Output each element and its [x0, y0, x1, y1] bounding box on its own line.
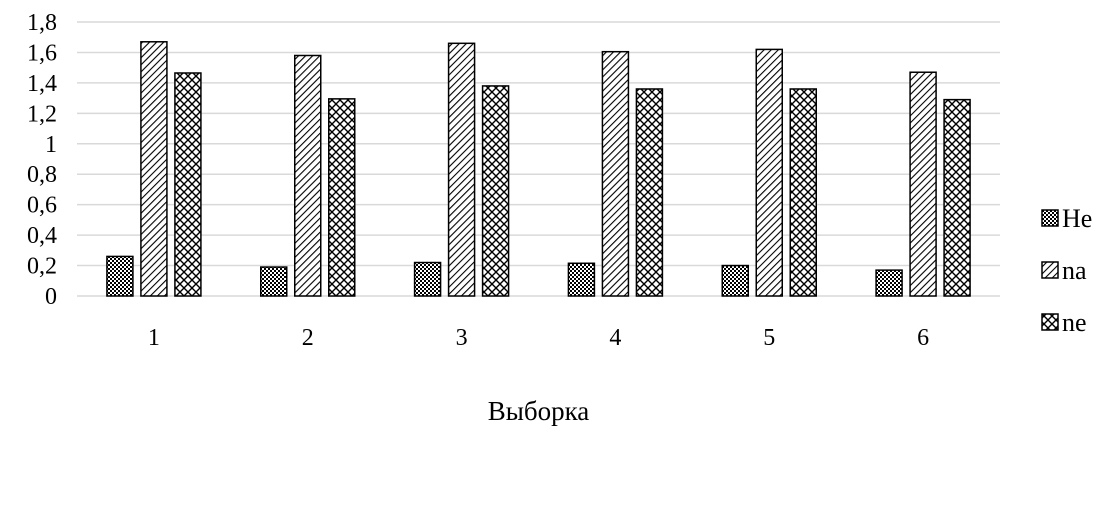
gridlines [77, 21, 1000, 297]
x-tick-label: 5 [763, 325, 775, 351]
y-tick-label: 0 [45, 284, 57, 310]
y-tick-label: 1,8 [27, 10, 57, 36]
bar-ne-4 [635, 88, 664, 297]
bar-na-2 [294, 54, 322, 297]
bar-He-3 [413, 261, 442, 297]
bar-na-6 [909, 71, 937, 297]
bar-He-1 [106, 255, 134, 297]
x-tick-label: 3 [456, 325, 468, 351]
bars [106, 41, 971, 297]
y-axis: 0 0,2 0,4 0,6 0,8 1 1,2 1,4 1,6 1,8 [27, 10, 57, 310]
legend-label: na [1062, 256, 1087, 285]
y-tick-label: 0,6 [27, 193, 57, 219]
bar-He-6 [875, 269, 903, 297]
legend: He na ne [1041, 204, 1092, 337]
bar-na-3 [447, 42, 476, 297]
bar-He-2 [260, 266, 288, 297]
bar-ne-6 [943, 98, 971, 297]
y-tick-label: 1,6 [27, 40, 57, 66]
bar-He-5 [721, 264, 749, 297]
x-tick-label: 1 [148, 325, 160, 351]
bar-na-5 [755, 48, 783, 297]
bar-He-4 [567, 262, 596, 297]
legend-label: ne [1062, 308, 1087, 337]
y-tick-label: 0,8 [27, 162, 57, 188]
x-axis-title: Выборка [488, 396, 590, 426]
bar-ne-1 [174, 72, 202, 297]
legend-swatch-ne [1041, 313, 1059, 331]
x-tick-label: 2 [302, 325, 314, 351]
y-tick-label: 0,2 [27, 254, 57, 280]
x-tick-label: 4 [609, 325, 621, 351]
bar-na-4 [601, 50, 630, 297]
y-tick-label: 1,2 [27, 101, 57, 127]
legend-swatch-na [1041, 261, 1059, 279]
x-tick-label: 6 [917, 325, 929, 351]
y-tick-label: 0,4 [27, 223, 57, 249]
x-axis: 1 2 3 4 5 6 [148, 325, 929, 351]
bar-ne-2 [328, 98, 356, 297]
bar-ne-3 [481, 85, 510, 297]
y-tick-label: 1,4 [27, 71, 57, 97]
legend-swatch-He [1041, 209, 1059, 227]
y-tick-label: 1 [45, 132, 57, 158]
bar-ne-5 [789, 88, 817, 297]
legend-label: He [1062, 204, 1092, 233]
bar-na-1 [140, 41, 168, 297]
